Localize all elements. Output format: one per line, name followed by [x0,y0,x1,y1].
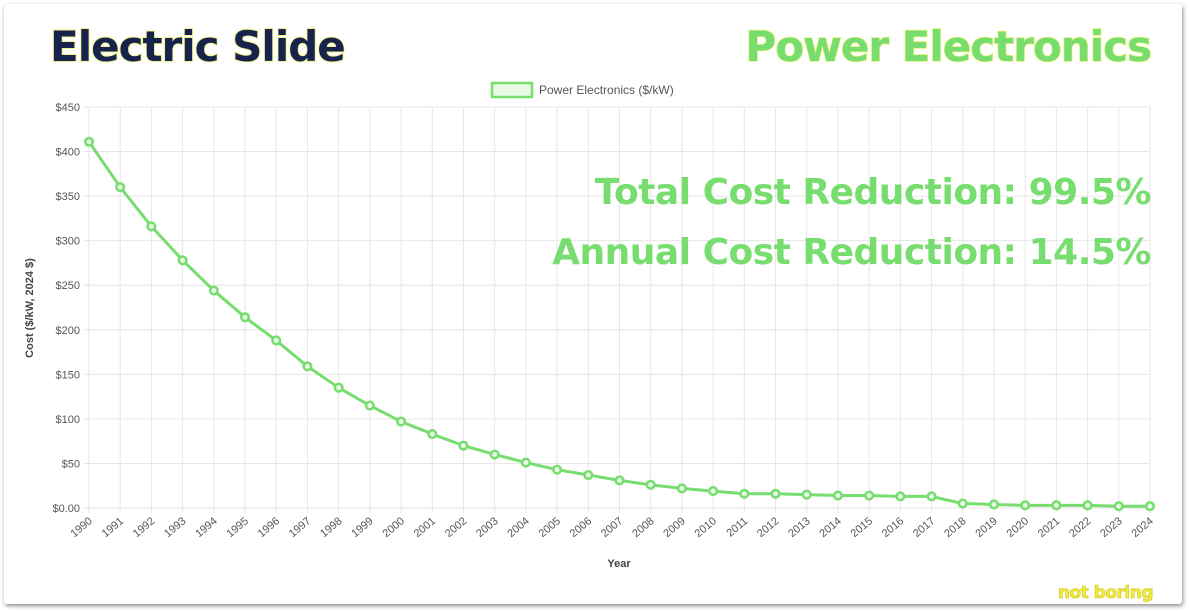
data-point[interactable] [271,335,282,346]
y-tick-label: $400 [56,147,80,159]
y-tick-label: $0.00 [52,503,80,515]
y-axis-ticks: $0.00 $50 $100 $150 $200 $250 $300 $350 $400 $450 [52,102,80,515]
data-point[interactable] [1144,501,1156,512]
legend-swatch [490,81,534,99]
chart-title-left: Electric Slide [49,21,346,72]
y-tick-label: $350 [56,191,80,203]
x-tick-label: 1997 [287,515,313,540]
x-tick-label: 2018 [942,515,968,540]
x-tick-label: 2004 [505,515,531,540]
data-point[interactable] [1020,500,1031,511]
series-power-electronics [83,136,1156,512]
data-point[interactable] [801,489,812,500]
data-point[interactable] [333,382,344,393]
x-tick-label: 2014 [817,515,843,540]
x-tick-label: 1994 [193,515,219,540]
legend[interactable]: Power Electronics ($/kW) [490,81,674,99]
data-point[interactable] [1051,500,1062,511]
brand-logo: not boring [1057,583,1154,604]
x-axis-title: Year [607,558,631,570]
x-tick-label: 2002 [443,515,469,540]
data-point[interactable] [1113,501,1124,512]
x-tick-label: 2016 [880,515,906,540]
x-tick-label: 1993 [162,515,188,540]
data-point[interactable] [614,475,625,486]
chart-title-right: Power Electronics [745,21,1153,72]
y-tick-label: $50 [62,458,80,470]
x-tick-label: 2020 [1005,515,1031,540]
data-point[interactable] [177,255,188,266]
x-tick-label: 2024 [1129,515,1155,540]
data-point[interactable] [520,457,531,468]
x-tick-label: 2019 [973,515,999,540]
x-tick-label: 2006 [568,515,594,540]
total-cost-reduction-annotation: Total Cost Reduction: 99.5% [594,172,1152,213]
x-tick-label: 1992 [131,515,157,540]
y-tick-label: $450 [56,102,80,114]
x-tick-label: 2009 [661,515,687,540]
legend-label: Power Electronics ($/kW) [539,83,674,97]
data-point[interactable] [427,428,438,440]
x-tick-label: 2015 [849,515,875,540]
data-point[interactable] [864,490,875,501]
y-axis-title: Cost ($/kW, 2024 $) [24,258,36,358]
data-point[interactable] [146,221,157,232]
y-tick-label: $200 [56,325,80,337]
x-tick-label: 2012 [755,515,781,540]
x-tick-label: 2003 [474,515,500,540]
data-point[interactable] [926,491,937,502]
x-tick-label: 1996 [256,515,282,540]
x-tick-label: 2011 [724,515,750,539]
x-tick-label: 2021 [1036,515,1062,540]
x-tick-label: 1999 [349,515,375,540]
x-tick-label: 2017 [911,515,937,540]
data-point[interactable] [552,464,563,475]
data-point[interactable] [396,416,407,427]
x-tick-label: 2001 [412,515,438,540]
annual-cost-reduction-annotation: Annual Cost Reduction: 14.5% [552,232,1151,273]
x-tick-label: 2022 [1067,515,1093,540]
data-point[interactable] [1082,500,1093,511]
grid-lines [84,106,1151,513]
y-tick-label: $300 [56,236,80,248]
x-tick-label: 2007 [599,515,625,540]
x-tick-label: 1991 [100,515,126,540]
x-tick-label: 2013 [786,515,812,540]
x-tick-label: 2010 [693,515,719,540]
x-axis-ticks: 1990 1991 1992 1993 1994 1995 1996 1997 1998 1999… [68,515,1155,540]
data-point[interactable] [645,479,656,490]
x-tick-label: 2000 [381,515,407,540]
x-tick-label: 2008 [630,515,656,540]
data-point[interactable] [708,486,719,497]
data-point[interactable] [957,498,968,509]
x-tick-label: 2005 [537,515,563,540]
data-point[interactable] [583,469,594,481]
data-point[interactable] [302,361,313,372]
data-point[interactable] [83,136,95,147]
data-point[interactable] [676,483,687,494]
data-point[interactable] [739,488,750,499]
y-tick-label: $250 [56,280,80,292]
y-tick-label: $150 [56,369,80,381]
data-point[interactable] [988,499,1000,510]
x-tick-label: 1998 [318,515,344,540]
data-point[interactable] [489,449,500,460]
x-tick-label: 1990 [68,515,94,540]
data-point[interactable] [770,488,781,499]
y-tick-label: $100 [56,414,80,426]
x-tick-label: 2023 [1098,515,1124,540]
data-point[interactable] [208,285,219,296]
data-point[interactable] [115,182,126,193]
data-point[interactable] [239,312,251,323]
data-point[interactable] [458,440,469,451]
data-point[interactable] [364,400,375,411]
data-point[interactable] [895,491,906,502]
data-point[interactable] [832,490,843,501]
x-tick-label: 1995 [224,515,250,540]
